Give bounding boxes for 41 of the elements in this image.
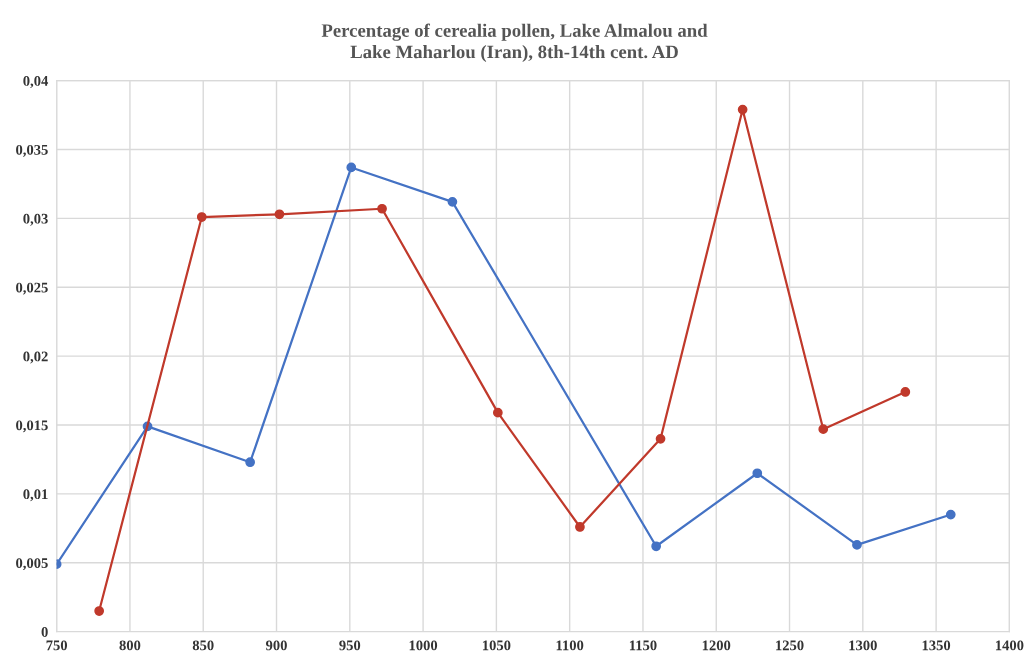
y-tick-label: 0,03 [23,213,48,226]
point [818,424,829,435]
y-tick-label: 0,02 [23,351,48,364]
point [852,540,862,550]
x-tick-label: 1300 [849,640,877,651]
x-tick-label: 850 [192,640,214,651]
y-tick-label: 0,015 [16,420,48,433]
point [346,162,357,173]
y-tick-label: 0,035 [16,144,48,157]
x-tick-label: 1400 [995,640,1024,651]
x-tick-label: 1250 [776,640,804,651]
point [945,509,956,520]
x-tick-label: 1000 [409,640,438,651]
point [447,197,458,207]
y-tick-label: 0 [41,627,48,637]
point [94,606,105,616]
x-tick-label: 1150 [629,640,657,651]
point [575,522,585,532]
x-tick-label: 1100 [556,640,584,651]
x-tick-label: 800 [119,640,141,651]
point [737,104,748,115]
x-tick-label: 1350 [922,640,951,651]
point [492,407,503,418]
x-tick-label: 900 [265,640,287,651]
point [196,212,207,222]
point [651,541,662,552]
y-tick-label: 0,005 [16,558,48,571]
x-tick-label: 1050 [482,640,511,651]
y-tick-label: 0,025 [16,282,48,295]
point [377,203,387,214]
chart-title: Percentage of cerealia pollen, Lake Almalou and Lake Maharlou (Iran), 8th-14th cent. AD [321,23,708,63]
y-tick-label: 0,01 [23,489,48,502]
point [245,457,255,468]
point [900,387,911,397]
point [274,209,285,220]
x-tick-label: 1200 [702,640,731,651]
x-tick-label: 750 [46,640,68,651]
point [752,468,763,479]
y-tick-label: 0,04 [23,76,49,88]
x-tick-label: 950 [339,640,361,651]
point [655,433,666,444]
